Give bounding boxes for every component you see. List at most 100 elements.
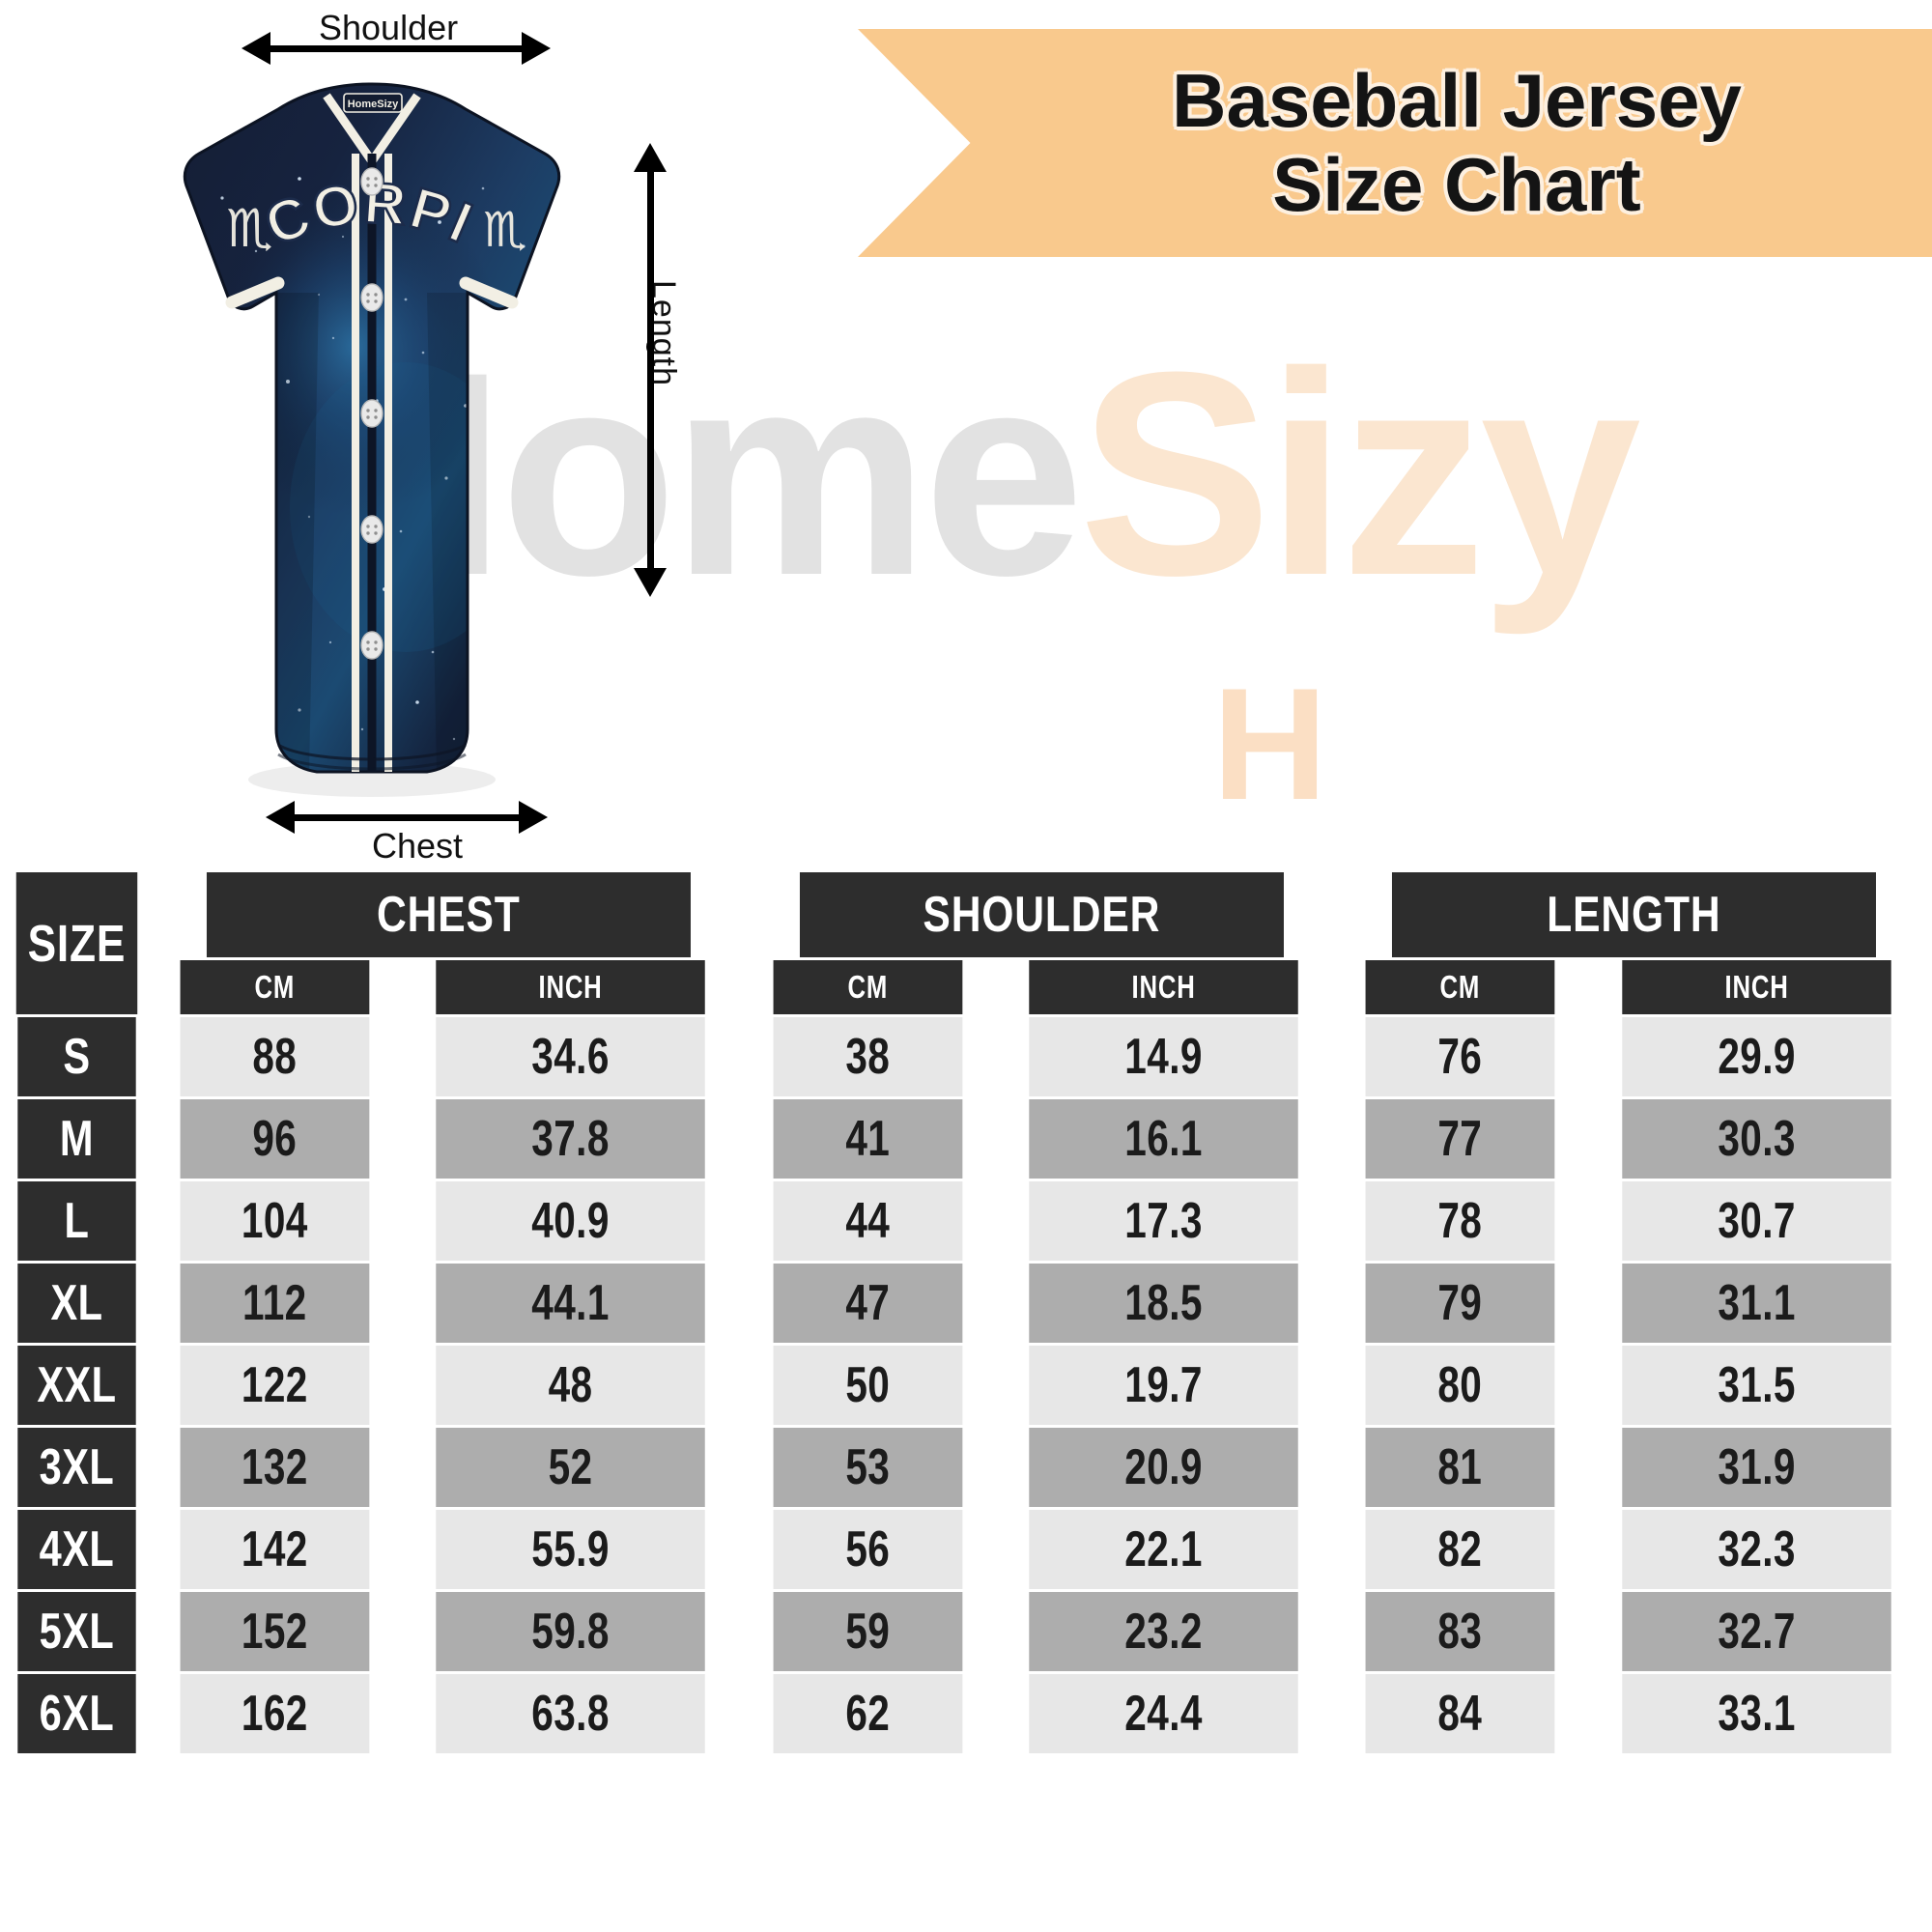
- row-size-label: XL: [17, 1264, 136, 1343]
- row-value-cell: 122: [180, 1346, 369, 1425]
- row-size-label: 4XL: [17, 1510, 136, 1589]
- svg-text:♏: ♏: [483, 202, 526, 258]
- table-row: 3XL 132 52 53 20.9 81 31.9: [3, 1428, 1929, 1507]
- row-value-cell: 16.1: [1029, 1099, 1298, 1179]
- row-value-cell: 112: [180, 1264, 369, 1343]
- svg-text:♏: ♏: [226, 198, 272, 259]
- row-size-label: 5XL: [17, 1592, 136, 1671]
- row-value-cell: 44: [773, 1181, 962, 1261]
- chest-measure-label: Chest: [372, 826, 464, 866]
- row-size-label: XXL: [17, 1346, 136, 1425]
- row-value-cell: 104: [180, 1181, 369, 1261]
- header-size: SIZE: [15, 872, 138, 1014]
- row-value-cell: 44.1: [436, 1264, 706, 1343]
- row-value-cell: 88: [180, 1017, 369, 1096]
- jersey-illustration: HomeSizy ♏ ♏ SCORPIO: [164, 53, 561, 797]
- row-value-cell: 152: [180, 1592, 369, 1671]
- row-value-cell: 24.4: [1029, 1674, 1298, 1753]
- row-value-cell: 31.1: [1622, 1264, 1891, 1343]
- row-value-cell: 132: [180, 1428, 369, 1507]
- row-value-cell: 30.3: [1622, 1099, 1891, 1179]
- row-value-cell: 33.1: [1622, 1674, 1891, 1753]
- row-value-cell: 29.9: [1622, 1017, 1891, 1096]
- header-shoulder-inch: INCH: [1029, 960, 1298, 1014]
- table-header-group-row: SIZE CHEST SHOULDER LENGTH: [3, 872, 1929, 1014]
- row-value-cell: 78: [1365, 1181, 1555, 1261]
- row-value-cell: 62: [773, 1674, 962, 1753]
- title-banner: Baseball Jersey Size Chart: [858, 29, 1932, 257]
- row-value-cell: 22.1: [1029, 1510, 1298, 1589]
- table-row: XL 112 44.1 47 18.5 79 31.1: [3, 1264, 1929, 1343]
- row-value-cell: 18.5: [1029, 1264, 1298, 1343]
- table-row: L 104 40.9 44 17.3 78 30.7: [3, 1181, 1929, 1261]
- row-size-label: 3XL: [17, 1428, 136, 1507]
- header-group-length: LENGTH: [1392, 872, 1877, 957]
- row-value-cell: 34.6: [436, 1017, 706, 1096]
- row-value-cell: 40.9: [436, 1181, 706, 1261]
- header-chest-inch: INCH: [436, 960, 706, 1014]
- row-value-cell: 59: [773, 1592, 962, 1671]
- header-group-shoulder: SHOULDER: [799, 872, 1284, 957]
- row-value-cell: 52: [436, 1428, 706, 1507]
- table-body: S 88 34.6 38 14.9 76 29.9 M 96 37.8 41 16.1 77 30.3 L 1…: [3, 1017, 1929, 1753]
- row-value-cell: 56: [773, 1510, 962, 1589]
- header-length-cm: CM: [1365, 960, 1555, 1014]
- row-size-label: M: [17, 1099, 136, 1179]
- row-value-cell: 19.7: [1029, 1346, 1298, 1425]
- row-value-cell: 23.2: [1029, 1592, 1298, 1671]
- watermark-part-two: Sizy: [1078, 311, 1641, 636]
- row-value-cell: 48: [436, 1346, 706, 1425]
- header-length-inch: INCH: [1622, 960, 1891, 1014]
- row-value-cell: 53: [773, 1428, 962, 1507]
- row-value-cell: 31.5: [1622, 1346, 1891, 1425]
- header-group-chest: CHEST: [206, 872, 691, 957]
- row-value-cell: 32.3: [1622, 1510, 1891, 1589]
- table-row: XXL 122 48 50 19.7 80 31.5: [3, 1346, 1929, 1425]
- length-measure-arrow-icon: [633, 143, 668, 597]
- row-value-cell: 96: [180, 1099, 369, 1179]
- row-value-cell: 55.9: [436, 1510, 706, 1589]
- row-value-cell: 82: [1365, 1510, 1555, 1589]
- row-value-cell: 80: [1365, 1346, 1555, 1425]
- row-value-cell: 50: [773, 1346, 962, 1425]
- row-value-cell: 38: [773, 1017, 962, 1096]
- row-value-cell: 162: [180, 1674, 369, 1753]
- svg-text:HomeSizy: HomeSizy: [348, 99, 399, 110]
- row-value-cell: 31.9: [1622, 1428, 1891, 1507]
- row-value-cell: 76: [1365, 1017, 1555, 1096]
- table-row: 4XL 142 55.9 56 22.1 82 32.3: [3, 1510, 1929, 1589]
- brand-logo-letter: H: [1212, 655, 1328, 833]
- row-size-label: S: [17, 1017, 136, 1096]
- row-value-cell: 20.9: [1029, 1428, 1298, 1507]
- row-value-cell: 63.8: [436, 1674, 706, 1753]
- row-size-label: L: [17, 1181, 136, 1261]
- header-chest-cm: CM: [180, 960, 369, 1014]
- row-value-cell: 77: [1365, 1099, 1555, 1179]
- row-value-cell: 14.9: [1029, 1017, 1298, 1096]
- row-value-cell: 142: [180, 1510, 369, 1589]
- table-row: 6XL 162 63.8 62 24.4 84 33.1: [3, 1674, 1929, 1753]
- table-row: M 96 37.8 41 16.1 77 30.3: [3, 1099, 1929, 1179]
- shoulder-measure-label: Shoulder: [319, 8, 459, 47]
- table-row: S 88 34.6 38 14.9 76 29.9: [3, 1017, 1929, 1096]
- table-header-unit-row: CM INCH CM INCH CM INCH: [3, 960, 1929, 1014]
- title-line-2: Size Chart: [1272, 142, 1641, 227]
- table-row: 5XL 152 59.8 59 23.2 83 32.7: [3, 1592, 1929, 1671]
- row-value-cell: 37.8: [436, 1099, 706, 1179]
- row-value-cell: 17.3: [1029, 1181, 1298, 1261]
- row-value-cell: 32.7: [1622, 1592, 1891, 1671]
- title-line-1: Baseball Jersey: [1172, 57, 1742, 143]
- row-value-cell: 41: [773, 1099, 962, 1179]
- row-value-cell: 84: [1365, 1674, 1555, 1753]
- row-value-cell: 83: [1365, 1592, 1555, 1671]
- row-value-cell: 47: [773, 1264, 962, 1343]
- size-chart-table: SIZE CHEST SHOULDER LENGTH CM INCH CM IN…: [0, 869, 1932, 1756]
- row-value-cell: 30.7: [1622, 1181, 1891, 1261]
- row-size-label: 6XL: [17, 1674, 136, 1753]
- shoulder-measure-arrow-icon: [242, 31, 551, 66]
- row-value-cell: 81: [1365, 1428, 1555, 1507]
- header-shoulder-cm: CM: [773, 960, 962, 1014]
- row-value-cell: 59.8: [436, 1592, 706, 1671]
- row-value-cell: 79: [1365, 1264, 1555, 1343]
